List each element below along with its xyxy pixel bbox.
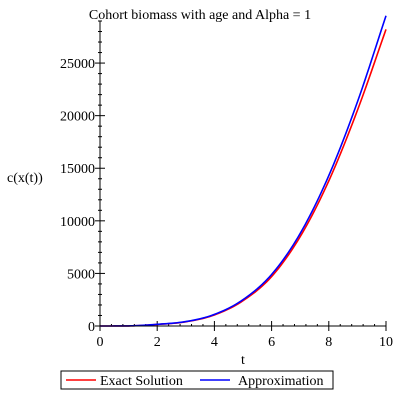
x-tick-label: 6	[268, 335, 275, 350]
y-tick-label: 0	[88, 320, 95, 335]
series-lines	[100, 15, 387, 327]
y-tick-label: 10000	[60, 215, 95, 230]
x-tick-label: 2	[154, 335, 161, 350]
y-tick-label: 5000	[67, 267, 95, 282]
legend-box	[60, 370, 334, 390]
y-tick-label: 25000	[60, 57, 95, 72]
series-line-exact-solution	[100, 29, 387, 327]
x-axis-label: t	[241, 353, 245, 368]
legend: Exact Solution Approximation	[60, 370, 334, 390]
series-line-approximation	[100, 15, 387, 327]
y-tick-label: 20000	[60, 110, 95, 125]
chart-title: Cohort biomass with age and Alpha = 1	[89, 8, 311, 23]
x-tick-label: 4	[211, 335, 218, 350]
legend-label-exact-solution: Exact Solution	[100, 374, 183, 389]
x-tick-label: 0	[97, 335, 104, 350]
x-tick-label: 10	[379, 335, 393, 350]
y-tick-labels: 0 5000 10000 15000 20000 25000	[60, 57, 95, 335]
x-tick-labels: 0 2 4 6 8 10	[97, 335, 394, 350]
legend-label-approximation: Approximation	[238, 374, 324, 389]
y-tick-label: 15000	[60, 162, 95, 177]
x-tick-label: 8	[325, 335, 332, 350]
y-axis-label: c(x(t))	[7, 171, 43, 186]
legend-items: Exact Solution Approximation	[66, 374, 324, 389]
